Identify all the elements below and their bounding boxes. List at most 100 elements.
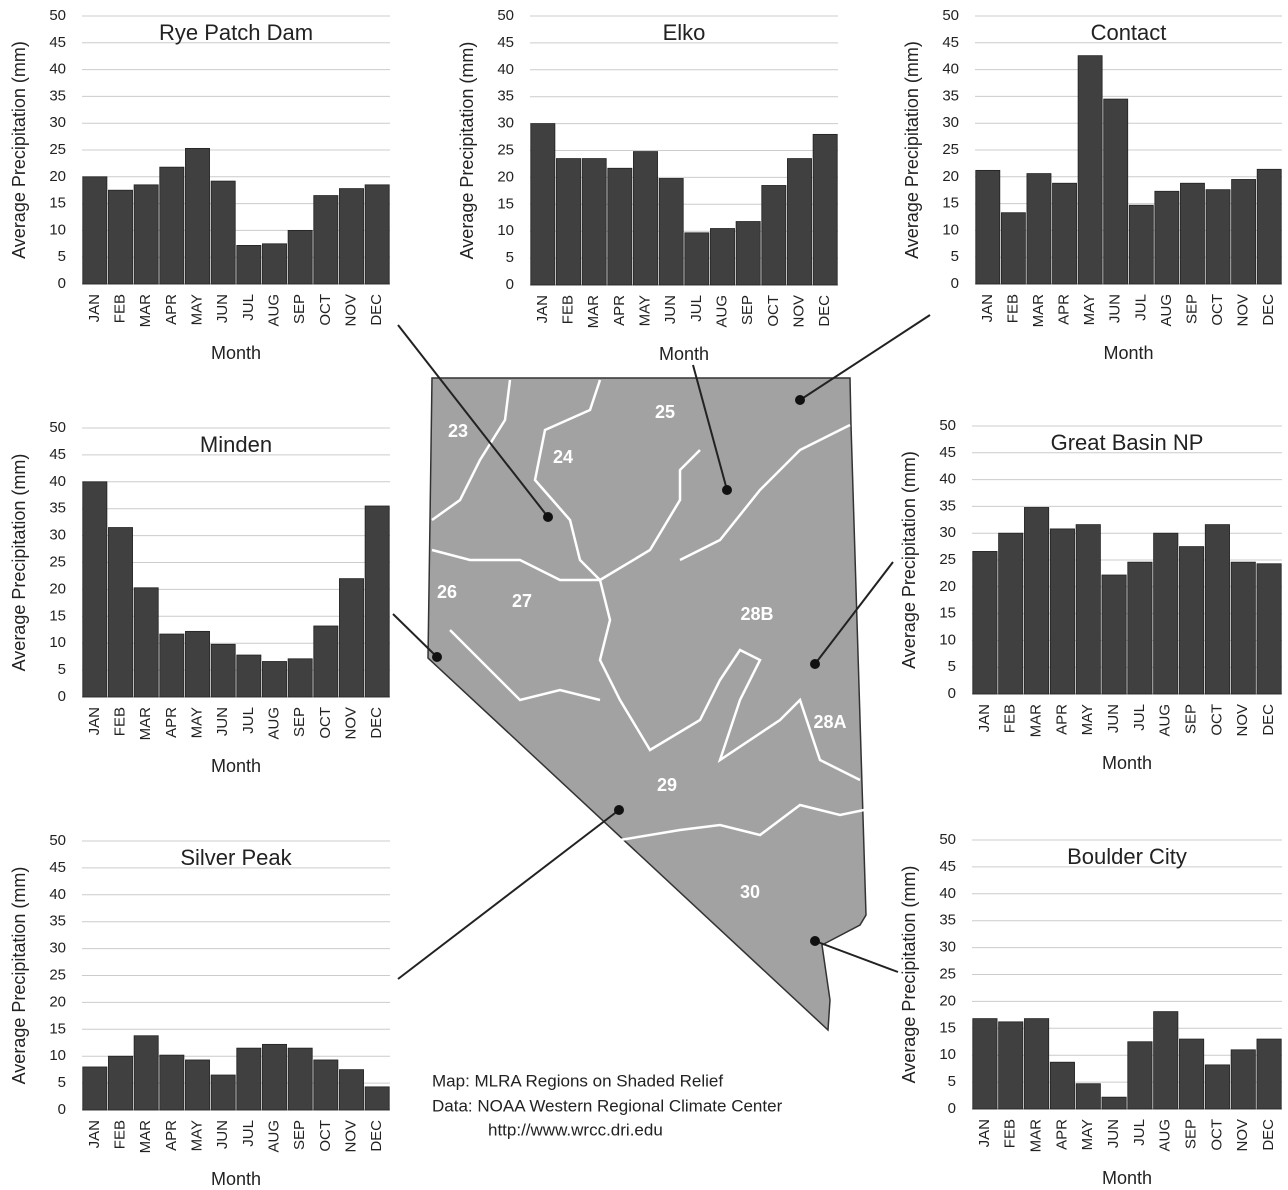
y-tick-label: 5	[58, 661, 66, 678]
x-tick-label: OCT	[317, 1120, 334, 1152]
bar	[973, 551, 997, 694]
bar	[1128, 562, 1152, 694]
y-axis-label: Average Precipitation (mm)	[899, 866, 919, 1084]
bar	[314, 196, 338, 284]
x-tick-label: JUN	[214, 1120, 231, 1149]
bar	[1155, 191, 1179, 284]
x-tick-label: APR	[1053, 1119, 1070, 1150]
region-label: 25	[655, 402, 675, 422]
x-axis-label: Month	[1102, 1168, 1152, 1188]
station-dot	[432, 652, 442, 662]
bar	[83, 177, 107, 284]
bar	[237, 1048, 261, 1110]
bar	[1232, 179, 1256, 284]
y-tick-label: 20	[497, 168, 514, 185]
bar	[365, 506, 389, 697]
station-dot	[810, 936, 820, 946]
y-tick-label: 15	[49, 607, 66, 624]
x-tick-label: JAN	[86, 707, 103, 735]
x-axis-label: Month	[1103, 343, 1153, 363]
y-tick-label: 5	[951, 248, 959, 265]
bar	[1257, 169, 1281, 284]
x-tick-label: JUL	[240, 1120, 257, 1147]
x-tick-label: OCT	[1208, 1119, 1225, 1151]
region-label: 29	[657, 775, 677, 795]
x-axis-label: Month	[211, 343, 261, 363]
x-tick-label: MAR	[1028, 1119, 1045, 1153]
x-tick-label: APR	[163, 294, 180, 325]
x-tick-label: DEC	[368, 294, 385, 326]
x-tick-label: JAN	[979, 294, 996, 322]
y-tick-label: 50	[49, 832, 66, 849]
y-tick-label: 50	[49, 419, 66, 436]
y-tick-label: 15	[49, 1020, 66, 1037]
x-tick-label: AUG	[1157, 704, 1174, 737]
y-tick-label: 10	[939, 1046, 956, 1063]
y-tick-label: 40	[497, 61, 514, 78]
x-tick-label: APR	[1056, 294, 1073, 325]
x-tick-label: FEB	[1004, 294, 1021, 323]
x-tick-label: MAR	[137, 294, 154, 328]
x-tick-label: OCT	[765, 295, 782, 327]
y-tick-label: 10	[49, 1047, 66, 1064]
x-tick-label: JUL	[240, 707, 257, 734]
y-tick-label: 45	[939, 858, 956, 875]
x-tick-label: FEB	[111, 1120, 128, 1149]
bar	[262, 1044, 286, 1110]
x-tick-label: AUG	[713, 295, 730, 328]
y-tick-label: 30	[942, 114, 959, 131]
x-tick-label: MAY	[188, 294, 205, 325]
station-dot	[543, 512, 553, 522]
x-tick-label: NOV	[1234, 704, 1251, 737]
bar	[1102, 1097, 1126, 1109]
bar	[314, 626, 338, 697]
x-tick-label: JUL	[1131, 1119, 1148, 1146]
y-axis-label: Average Precipitation (mm)	[457, 42, 477, 260]
y-tick-label: 45	[497, 34, 514, 51]
bar	[185, 1060, 209, 1110]
y-tick-label: 30	[49, 114, 66, 131]
x-tick-label: SEP	[739, 295, 756, 325]
x-tick-label: OCT	[317, 707, 334, 739]
y-tick-label: 25	[49, 966, 66, 983]
x-tick-label: JUL	[1132, 294, 1149, 321]
bar	[339, 1070, 363, 1110]
y-axis-label: Average Precipitation (mm)	[9, 454, 29, 672]
y-tick-label: 10	[942, 221, 959, 238]
y-tick-label: 5	[948, 658, 956, 675]
y-tick-label: 20	[49, 168, 66, 185]
x-tick-label: DEC	[368, 707, 385, 739]
y-tick-label: 50	[497, 7, 514, 24]
x-tick-label: MAR	[1030, 294, 1047, 328]
bar	[211, 181, 235, 284]
y-tick-label: 50	[942, 7, 959, 24]
x-tick-label: AUG	[1158, 294, 1175, 327]
x-tick-label: JUN	[214, 294, 231, 323]
x-tick-label: NOV	[342, 294, 359, 327]
x-tick-label: DEC	[368, 1120, 385, 1152]
bar	[1129, 205, 1153, 284]
x-tick-label: MAY	[188, 1120, 205, 1151]
bar	[1104, 99, 1128, 284]
y-tick-label: 0	[58, 275, 66, 292]
bar	[211, 644, 235, 697]
station-dot	[722, 485, 732, 495]
y-tick-label: 30	[939, 524, 956, 541]
bar	[1205, 1065, 1229, 1109]
y-axis-label: Average Precipitation (mm)	[9, 41, 29, 259]
x-tick-label: MAR	[137, 1120, 154, 1154]
y-tick-label: 20	[942, 168, 959, 185]
x-tick-label: NOV	[342, 1120, 359, 1153]
chart-title: Elko	[663, 20, 706, 45]
x-tick-label: NOV	[342, 707, 359, 740]
y-tick-label: 30	[497, 115, 514, 132]
y-tick-label: 10	[497, 222, 514, 239]
y-tick-label: 20	[939, 992, 956, 1009]
bar	[314, 1060, 338, 1110]
region-label: 23	[448, 421, 468, 441]
bar	[185, 148, 209, 284]
y-tick-label: 45	[939, 444, 956, 461]
bar	[1076, 1084, 1100, 1109]
bar	[339, 189, 363, 284]
bar	[134, 588, 158, 697]
